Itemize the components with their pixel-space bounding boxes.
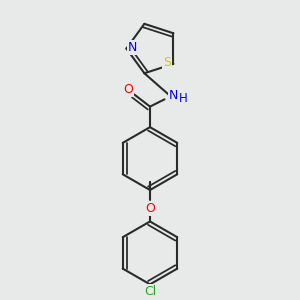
Text: H: H (179, 92, 188, 105)
Text: S: S (164, 56, 171, 69)
Text: N: N (169, 89, 178, 102)
Text: N: N (128, 41, 137, 54)
Text: O: O (123, 83, 133, 96)
Text: O: O (145, 202, 155, 215)
Text: Cl: Cl (144, 285, 156, 298)
